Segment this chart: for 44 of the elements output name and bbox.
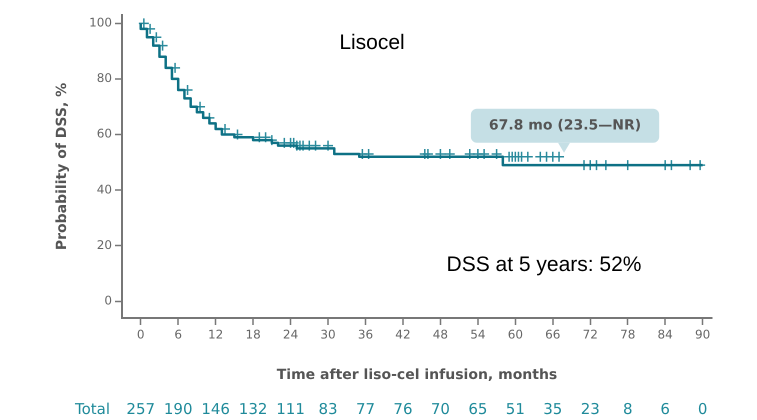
y-axis-title: Probability of DSS, % bbox=[54, 82, 70, 250]
annotation: DSS at 5 years: 52% bbox=[446, 252, 642, 276]
annotation: 67.8 mo (23.5—NR) bbox=[488, 117, 642, 134]
x-tick-label: 0 bbox=[136, 327, 145, 342]
text: 77 bbox=[356, 400, 376, 418]
text: 35 bbox=[543, 400, 562, 418]
text: 70 bbox=[430, 400, 450, 418]
y-tick-label: 100 bbox=[89, 15, 112, 30]
x-tick-label: 72 bbox=[582, 327, 598, 342]
text: 146 bbox=[201, 400, 230, 418]
text: 0 bbox=[698, 400, 708, 418]
text: 8 bbox=[622, 400, 632, 418]
x-tick-label: 84 bbox=[658, 327, 673, 342]
x-tick-label: 42 bbox=[395, 327, 411, 342]
x-tick-label: 36 bbox=[358, 327, 374, 342]
x-tick-label: 48 bbox=[432, 327, 448, 342]
text: 65 bbox=[468, 400, 488, 418]
text: 76 bbox=[393, 400, 412, 418]
text: 51 bbox=[506, 400, 525, 418]
x-tick-label: 90 bbox=[694, 327, 710, 342]
x-tick-label: 78 bbox=[620, 327, 636, 342]
text: 257 bbox=[126, 400, 156, 418]
text: 132 bbox=[238, 400, 268, 418]
annotation: Lisocel bbox=[339, 30, 405, 54]
y-tick-label: 60 bbox=[96, 126, 112, 141]
text: 6 bbox=[660, 400, 670, 418]
x-tick-label: 12 bbox=[208, 327, 224, 342]
text: 83 bbox=[318, 400, 338, 418]
text: Total bbox=[74, 400, 110, 418]
x-tick-label: 60 bbox=[508, 327, 523, 342]
y-tick-label: 20 bbox=[96, 238, 112, 252]
x-tick-label: 6 bbox=[174, 327, 182, 342]
y-tick-label: 0 bbox=[104, 293, 112, 308]
x-tick-label: 66 bbox=[545, 327, 560, 342]
x-tick-label: 54 bbox=[470, 327, 486, 342]
x-tick-label: 24 bbox=[282, 327, 298, 342]
y-tick-label: 80 bbox=[96, 71, 112, 86]
x-axis-title: Time after liso-cel infusion, months bbox=[276, 367, 558, 384]
x-tick-label: 30 bbox=[320, 327, 336, 342]
text: 111 bbox=[276, 400, 305, 418]
x-tick-label: 18 bbox=[245, 327, 261, 342]
text: 190 bbox=[164, 400, 193, 418]
text: 23 bbox=[580, 400, 600, 418]
y-tick-label: 40 bbox=[96, 182, 112, 196]
